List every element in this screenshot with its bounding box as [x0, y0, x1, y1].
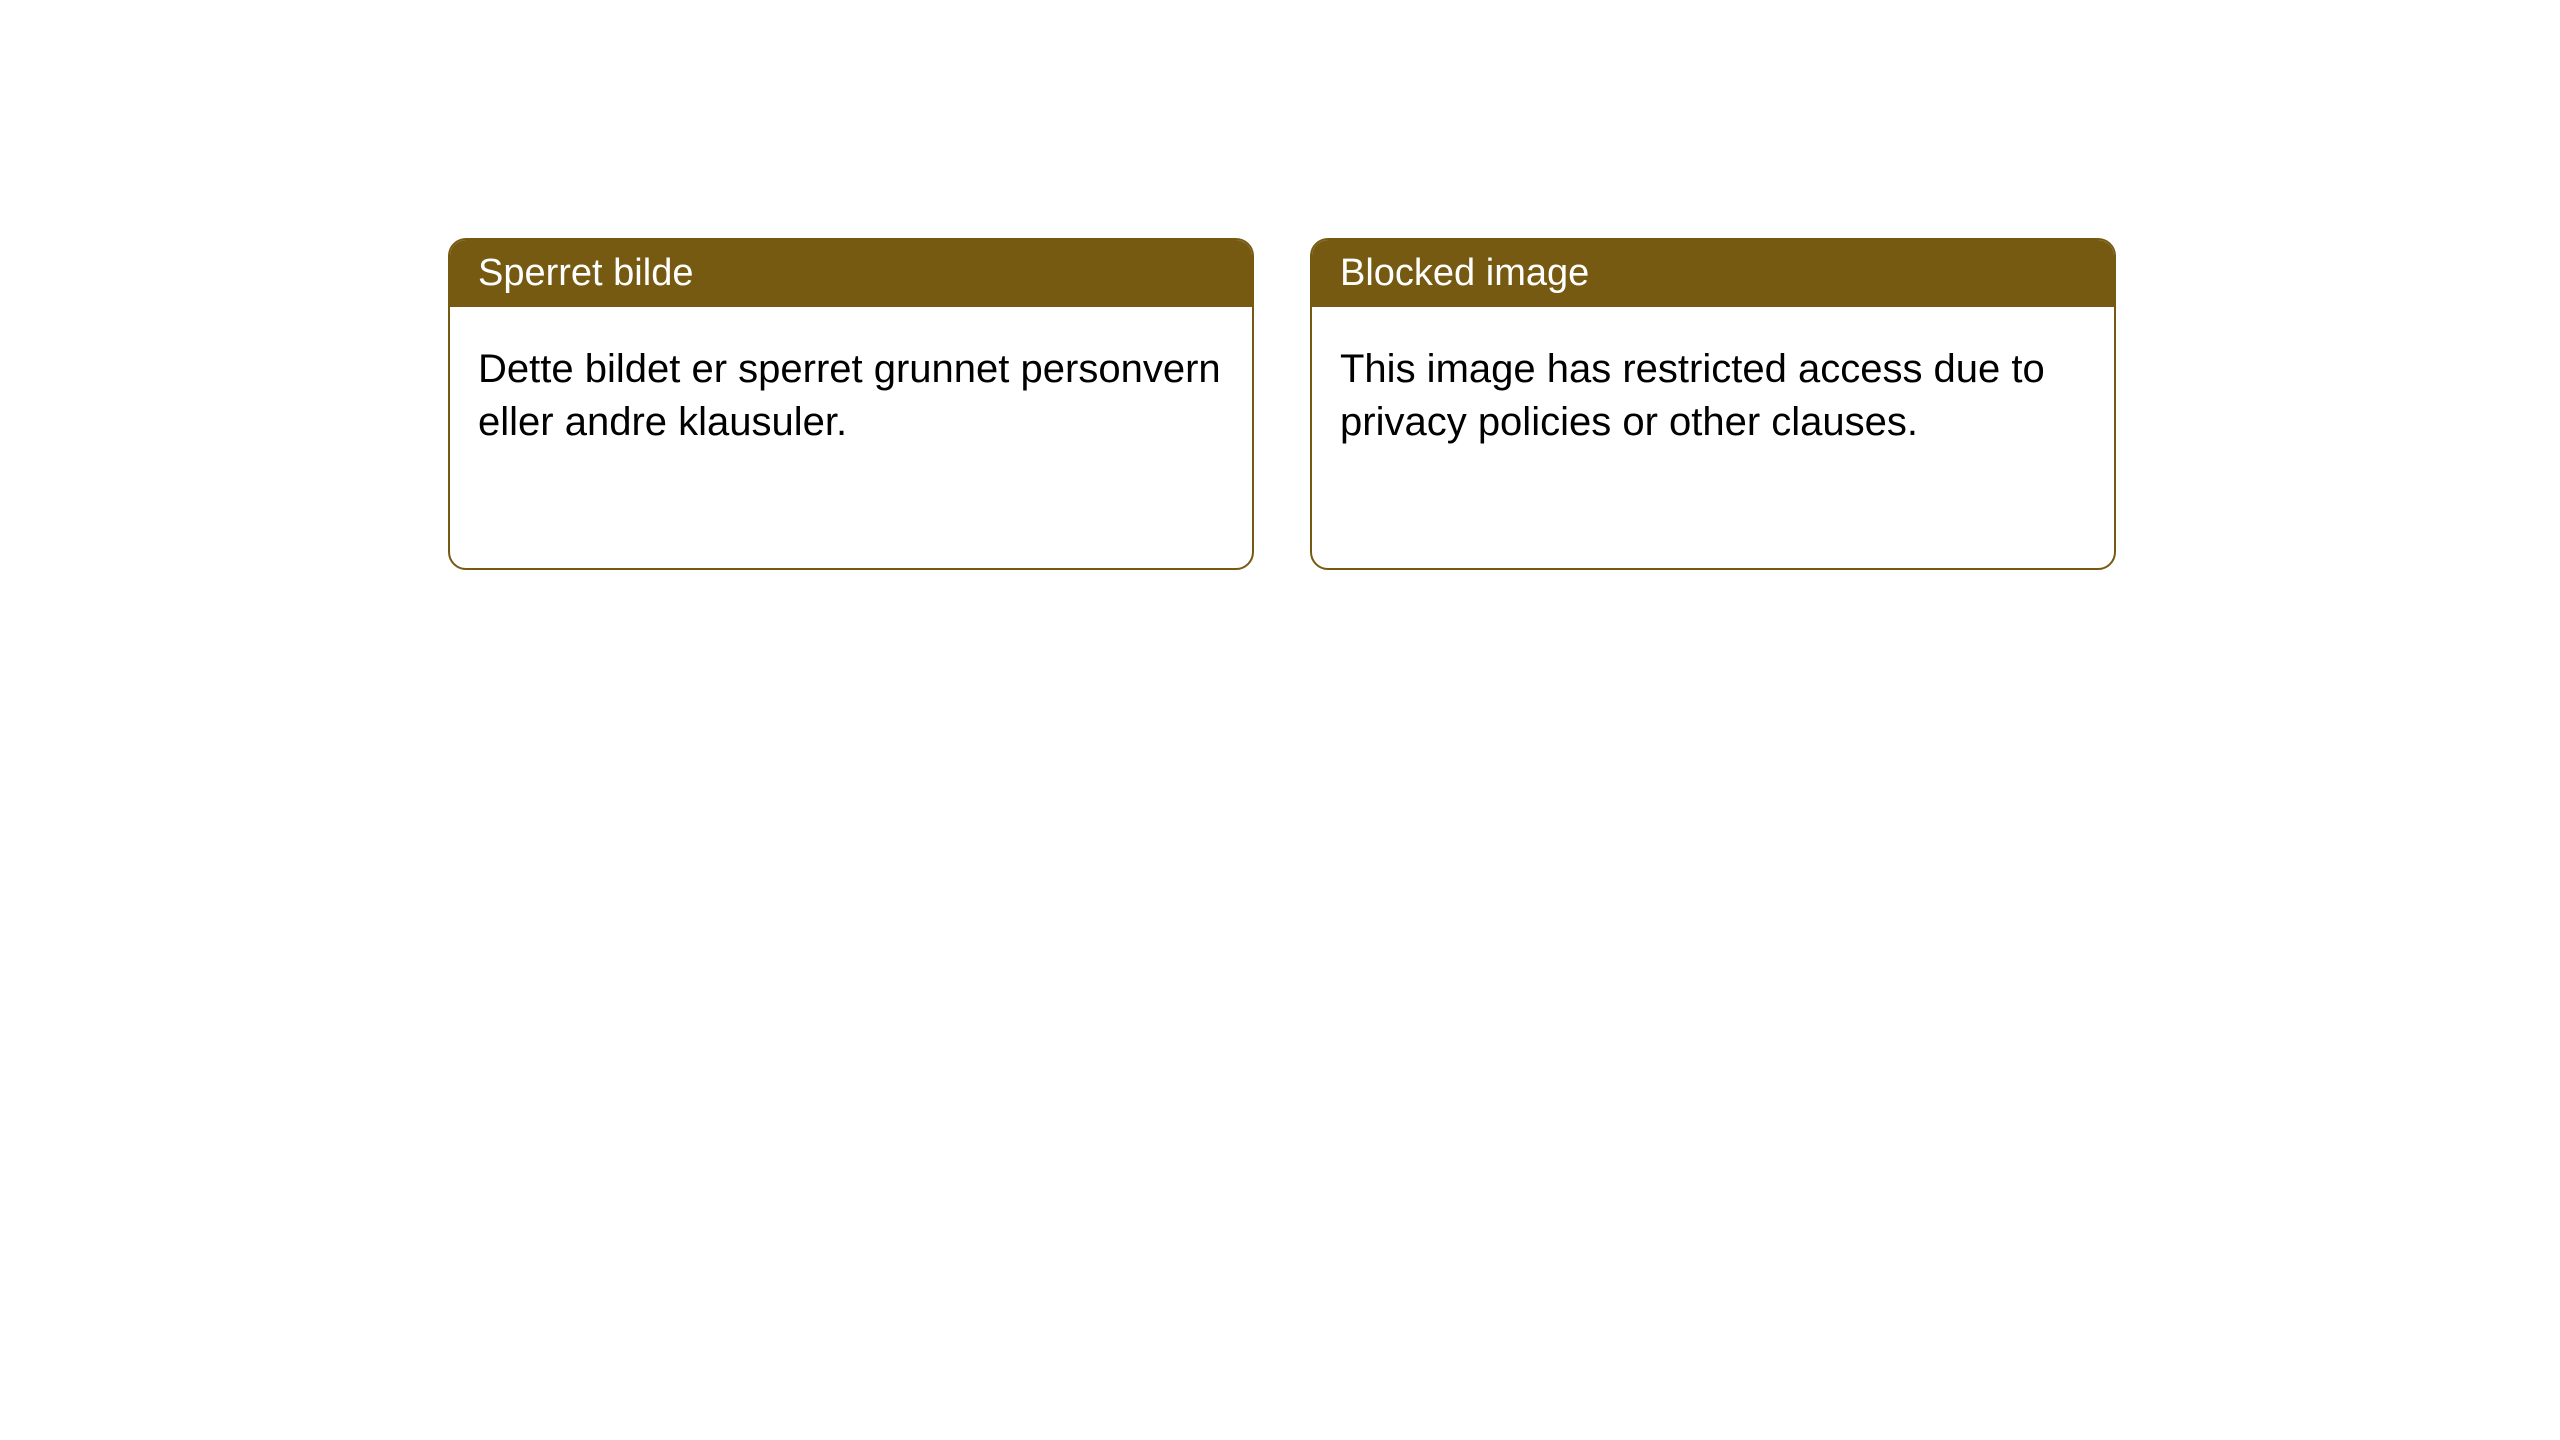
notice-body-english: This image has restricted access due to …	[1312, 307, 2114, 485]
notice-header-english: Blocked image	[1312, 240, 2114, 307]
notice-card-norwegian: Sperret bilde Dette bildet er sperret gr…	[448, 238, 1254, 570]
notice-body-norwegian: Dette bildet er sperret grunnet personve…	[450, 307, 1252, 485]
notice-header-norwegian: Sperret bilde	[450, 240, 1252, 307]
notice-card-english: Blocked image This image has restricted …	[1310, 238, 2116, 570]
notice-container: Sperret bilde Dette bildet er sperret gr…	[0, 0, 2560, 570]
